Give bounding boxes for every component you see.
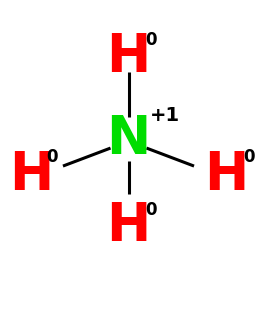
Text: N: N — [106, 113, 151, 165]
Text: 0: 0 — [46, 148, 58, 166]
Text: H: H — [106, 201, 151, 252]
Text: 0: 0 — [145, 201, 157, 219]
Text: 0: 0 — [145, 31, 157, 49]
Text: +1: +1 — [150, 106, 180, 125]
Text: H: H — [204, 149, 248, 201]
Text: 0: 0 — [243, 148, 254, 166]
Text: H: H — [106, 31, 151, 83]
Text: H: H — [9, 149, 53, 201]
